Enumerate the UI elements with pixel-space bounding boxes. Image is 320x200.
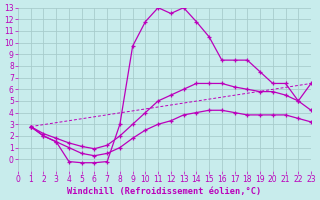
X-axis label: Windchill (Refroidissement éolien,°C): Windchill (Refroidissement éolien,°C) — [68, 187, 262, 196]
